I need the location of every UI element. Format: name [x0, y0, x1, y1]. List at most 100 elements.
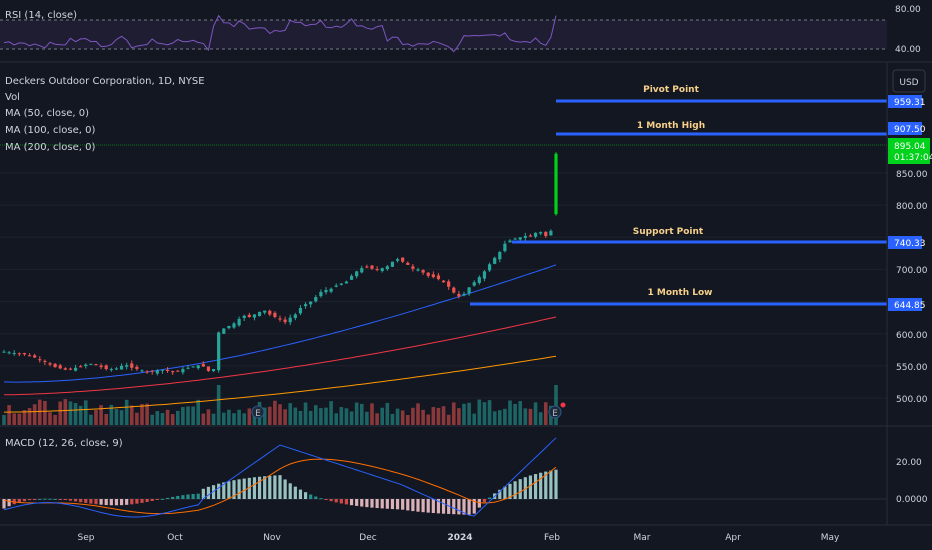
- macd-hist-bar: [268, 475, 272, 499]
- macd-hist-bar: [431, 499, 435, 514]
- candle-body: [171, 371, 175, 373]
- volume-bar: [237, 409, 241, 425]
- high-label: 1 Month High: [637, 121, 705, 131]
- currency-button[interactable]: [892, 69, 926, 93]
- macd-hist-bar: [145, 499, 149, 502]
- volume-bar: [2, 414, 6, 425]
- support-label: Support Point: [633, 227, 704, 237]
- volume-bar: [181, 407, 185, 425]
- candle-body: [222, 328, 226, 334]
- macd-histogram: [2, 469, 558, 515]
- macd-hist-bar: [94, 499, 98, 505]
- volume-bar: [43, 401, 47, 425]
- symbol-title: Deckers Outdoor Corporation, 1D, NYSE: [5, 76, 205, 87]
- macd-hist-bar: [436, 499, 441, 514]
- volume-bar: [426, 414, 431, 425]
- candle-body: [201, 363, 205, 367]
- candle-body: [217, 332, 221, 371]
- candle-body: [390, 261, 395, 267]
- macd-hist-bar: [339, 499, 343, 504]
- volume-bar: [175, 410, 180, 425]
- candle-body: [211, 369, 216, 372]
- candle-body: [319, 291, 323, 297]
- level-pivot: Pivot Point: [556, 85, 887, 103]
- macd-hist-bar: [114, 499, 119, 506]
- candle-body: [84, 364, 88, 367]
- volume-bar: [431, 407, 436, 425]
- price-tick-800: 800.00: [896, 202, 928, 212]
- volume-bar: [48, 412, 52, 425]
- dividend-dot: [560, 402, 566, 408]
- macd-hist-bar: [528, 475, 533, 499]
- candle-body: [309, 301, 313, 305]
- macd-panel: MACD (12, 26, close, 9) 20.00 0.0000: [0, 437, 928, 518]
- macd-hist-bar: [2, 499, 6, 509]
- candle-body: [370, 265, 374, 269]
- x-label-2024: 2024: [447, 533, 472, 543]
- macd-hist-bar: [196, 493, 200, 499]
- macd-hist-bar: [452, 499, 456, 515]
- candle-body: [477, 277, 481, 283]
- volume-bars: [2, 385, 558, 425]
- candle-body: [104, 365, 108, 370]
- macd-tick-20: 20.00: [896, 458, 922, 468]
- volume-bar: [457, 408, 461, 425]
- macd-title: MACD (12, 26, close, 9): [5, 438, 123, 449]
- volume-bar: [216, 385, 221, 425]
- rsi-line: [3, 14, 557, 53]
- candle-body: [498, 252, 502, 260]
- candle-body: [99, 365, 103, 368]
- volume-bar: [288, 403, 293, 425]
- candle-body: [528, 235, 533, 237]
- volume-bar: [436, 407, 441, 425]
- earnings-circle-2: [548, 405, 562, 419]
- earnings-marker-2[interactable]: E: [548, 405, 562, 419]
- volume-bar: [58, 401, 63, 425]
- candle-body: [94, 364, 98, 366]
- macd-hist-bar: [355, 499, 359, 506]
- volume-bar: [508, 400, 512, 425]
- volume-bar: [339, 407, 344, 425]
- macd-hist-bar: [329, 499, 333, 502]
- pivot-price-tag: [888, 95, 922, 108]
- candle-body: [191, 366, 195, 368]
- volume-bar: [252, 410, 257, 425]
- price-tick-700: 700.00: [896, 266, 928, 276]
- volume-bar: [109, 404, 114, 425]
- volume-bar: [390, 413, 395, 425]
- volume-bar: [400, 410, 405, 425]
- macd-hist-bar: [498, 489, 502, 499]
- candle-body: [334, 285, 338, 287]
- macd-hist-bar: [518, 479, 522, 499]
- candle-body: [508, 240, 512, 243]
- candle-body: [503, 243, 507, 252]
- volume-bar: [329, 401, 333, 425]
- volume-bar: [451, 402, 456, 425]
- x-label-apr: Apr: [725, 533, 741, 543]
- candle-body: [329, 288, 333, 292]
- candle-body: [150, 370, 154, 372]
- volume-bar: [170, 414, 175, 425]
- volume-bar: [518, 401, 523, 425]
- volume-bar: [482, 402, 487, 425]
- volume-bar: [165, 409, 170, 425]
- volume-bar: [416, 403, 420, 425]
- volume-bar: [186, 406, 190, 425]
- candle-body: [33, 355, 37, 358]
- macd-hist-bar: [84, 499, 88, 503]
- macd-hist-bar: [191, 493, 195, 499]
- volume-bar: [124, 399, 129, 425]
- candle-body: [227, 326, 231, 329]
- x-label-mar: Mar: [634, 533, 651, 543]
- candle-body: [411, 266, 415, 269]
- macd-hist-bar: [411, 499, 415, 512]
- candle-body: [247, 314, 251, 317]
- volume-bar: [227, 409, 231, 425]
- volume-bar: [99, 405, 103, 425]
- volume-bar: [27, 408, 32, 425]
- earnings-marker[interactable]: E: [251, 405, 265, 419]
- candle-body: [7, 352, 11, 354]
- candle-body: [130, 363, 134, 368]
- volume-bar: [196, 399, 201, 425]
